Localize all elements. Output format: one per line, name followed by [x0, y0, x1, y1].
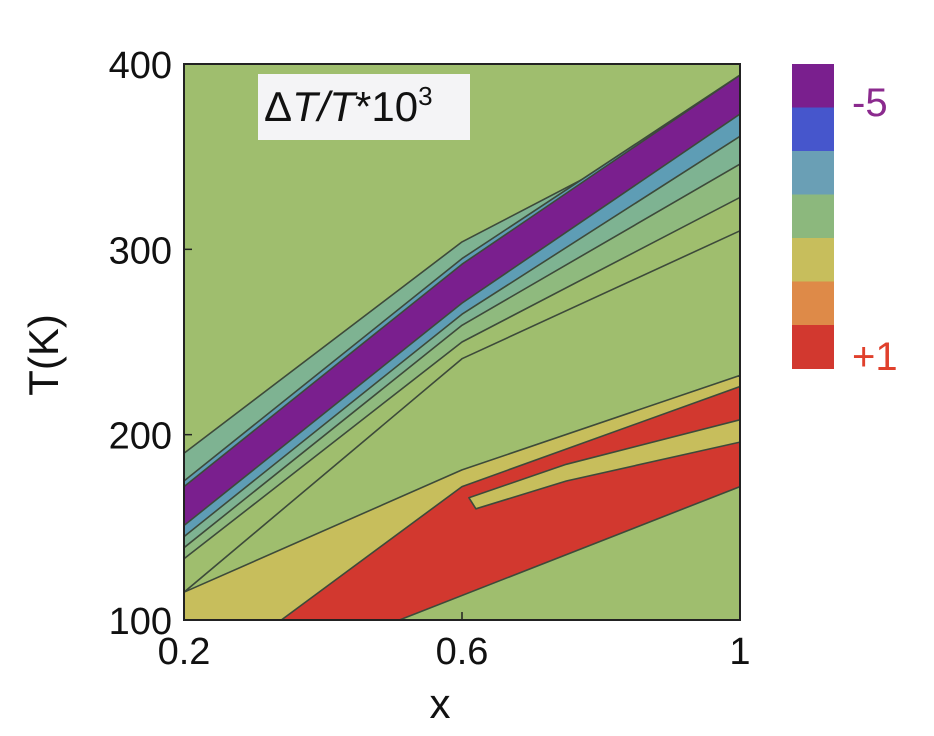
plot-area: [184, 64, 740, 620]
contour-band-7: [468, 418, 740, 510]
y-axis-title: T(K): [20, 314, 67, 396]
colorbar: [792, 64, 834, 369]
chart-title-box: ΔT/T*103: [258, 74, 470, 140]
title-delta: Δ: [264, 83, 292, 130]
title-slash: /: [315, 83, 334, 130]
y-tick-label: 100: [109, 601, 172, 643]
colorbar-segment: [792, 151, 834, 195]
x-tick-label: 1: [729, 631, 750, 673]
title-t1: T: [292, 83, 321, 130]
colorbar-segment: [792, 281, 834, 326]
colorbar-segment: [792, 107, 834, 152]
colorbar-segment: [792, 238, 834, 282]
colorbar-segment: [792, 194, 834, 239]
x-tick-label: 0.6: [436, 631, 489, 673]
contour-band-6: [280, 385, 740, 620]
x-axis: 0.2 0.6 1: [158, 612, 751, 673]
x-axis-title: x: [430, 680, 451, 727]
contour-band-4: [184, 74, 740, 527]
y-tick-label: 200: [109, 416, 172, 458]
colorbar-segment: [792, 325, 834, 369]
y-axis: 100 200 300 400: [109, 45, 192, 643]
chart-title: ΔT/T*103: [264, 81, 433, 130]
colorbar-segment: [792, 64, 834, 108]
title-superscript: 3: [418, 81, 432, 111]
contour-bands: [184, 74, 740, 620]
x-tick-label: 0.2: [158, 631, 211, 673]
title-rest: *10: [355, 83, 418, 130]
colorbar-label-top: -5: [852, 81, 888, 125]
y-tick-label: 300: [109, 230, 172, 272]
contour-band-1: [184, 141, 740, 560]
colorbar-label-bottom: +1: [852, 335, 898, 379]
title-t2: T: [329, 83, 358, 130]
y-tick-label: 400: [109, 45, 172, 87]
